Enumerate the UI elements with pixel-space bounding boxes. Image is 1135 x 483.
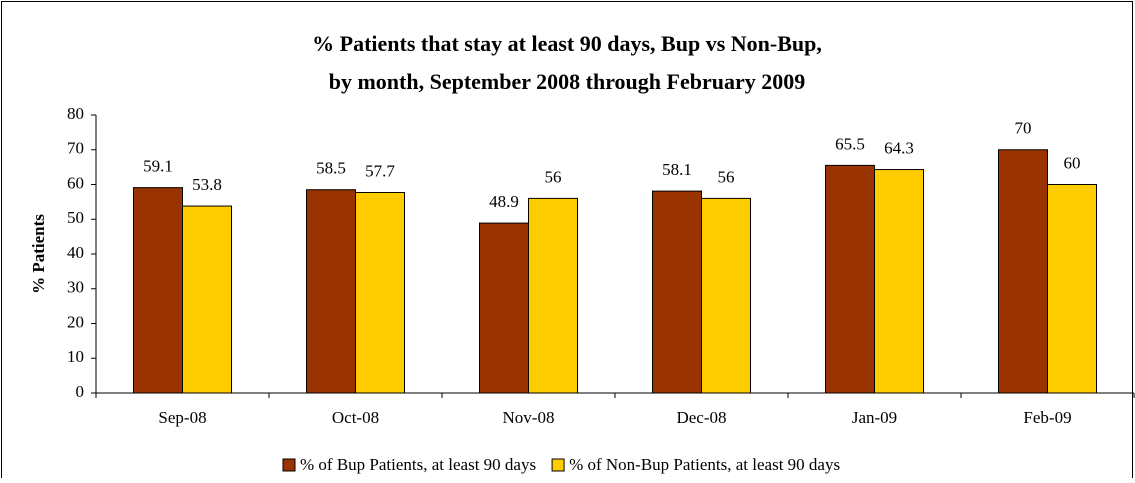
data-label: 65.5	[835, 134, 865, 153]
x-tick-label: Oct-08	[332, 408, 379, 427]
chart-title: % Patients that stay at least 90 days, B…	[312, 31, 822, 56]
y-tick-label: 0	[76, 382, 85, 401]
data-label: 48.9	[489, 192, 519, 211]
y-tick-label: 80	[67, 104, 84, 123]
bar	[1047, 184, 1097, 394]
legend-swatch	[551, 458, 565, 472]
data-label: 58.1	[662, 160, 692, 179]
bar	[306, 189, 356, 394]
bar	[652, 190, 702, 394]
bar	[825, 164, 875, 394]
data-label: 56	[718, 167, 735, 186]
x-tick-label: Sep-08	[158, 408, 206, 427]
x-tick-label: Nov-08	[503, 408, 555, 427]
data-label: 64.3	[884, 138, 914, 157]
x-tick-label: Jan-09	[852, 408, 897, 427]
y-axis-label: % Patients	[29, 214, 48, 294]
bar	[528, 197, 578, 394]
data-label: 60	[1064, 153, 1081, 172]
bar	[133, 187, 183, 394]
x-tick-label: Dec-08	[676, 408, 726, 427]
bar	[479, 222, 529, 394]
legend-swatch	[282, 458, 296, 472]
y-tick-label: 70	[67, 139, 84, 158]
data-label: 70	[1015, 119, 1032, 138]
y-tick-label: 30	[67, 278, 84, 297]
bar	[182, 205, 232, 394]
bar	[998, 149, 1048, 394]
data-label: 56	[545, 167, 562, 186]
y-tick-label: 10	[67, 347, 84, 366]
x-tick-label: Feb-09	[1023, 408, 1071, 427]
bar	[355, 191, 405, 394]
data-label: 59.1	[143, 157, 173, 176]
y-tick-label: 50	[67, 208, 84, 227]
y-tick-label: 60	[67, 173, 84, 192]
y-tick-label: 40	[67, 243, 84, 262]
bar	[874, 169, 924, 394]
chart-title: by month, September 2008 through Februar…	[329, 69, 805, 94]
data-label: 53.8	[192, 175, 222, 194]
legend-label: % of Bup Patients, at least 90 days	[300, 455, 536, 474]
data-label: 57.7	[365, 161, 395, 180]
data-label: 58.5	[316, 159, 346, 178]
y-tick-label: 20	[67, 312, 84, 331]
bar	[701, 197, 751, 394]
legend-label: % of Non-Bup Patients, at least 90 days	[569, 455, 840, 474]
